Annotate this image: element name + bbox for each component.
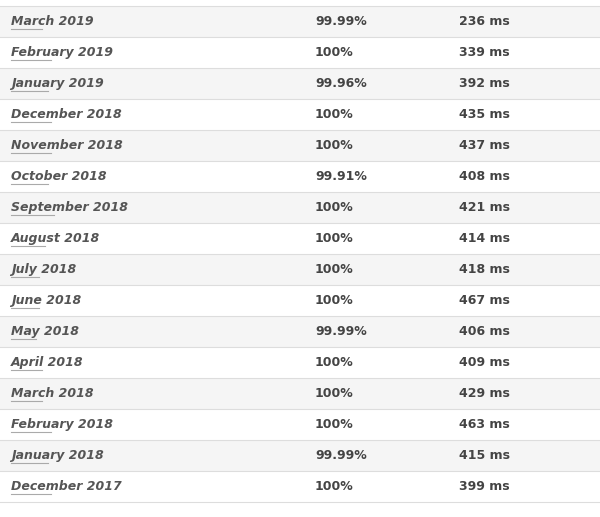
Text: April 2018: April 2018 [11, 356, 83, 369]
Text: 409 ms: 409 ms [459, 356, 510, 369]
Bar [0, 192, 600, 223]
Text: 100%: 100% [315, 201, 354, 214]
Text: 100%: 100% [315, 387, 354, 400]
Text: 418 ms: 418 ms [459, 263, 510, 276]
Text: February 2018: February 2018 [11, 418, 113, 431]
Text: January 2018: January 2018 [11, 449, 104, 462]
Text: 100%: 100% [315, 263, 354, 276]
Bar [0, 440, 600, 471]
Bar [0, 99, 600, 130]
Text: February 2019: February 2019 [11, 46, 113, 59]
Bar [0, 316, 600, 347]
Text: 100%: 100% [315, 108, 354, 121]
Text: 415 ms: 415 ms [459, 449, 510, 462]
Text: 100%: 100% [315, 356, 354, 369]
Text: 99.99%: 99.99% [315, 325, 367, 338]
Text: 100%: 100% [315, 294, 354, 307]
Bar [0, 254, 600, 285]
Text: August 2018: August 2018 [11, 232, 100, 245]
Text: 99.96%: 99.96% [315, 77, 367, 90]
Text: 100%: 100% [315, 232, 354, 245]
Bar [0, 409, 600, 440]
Bar [0, 378, 600, 409]
Bar [0, 161, 600, 192]
Text: March 2019: March 2019 [11, 15, 94, 28]
Text: 339 ms: 339 ms [459, 46, 509, 59]
Text: 408 ms: 408 ms [459, 170, 510, 183]
Text: 100%: 100% [315, 139, 354, 152]
Text: January 2019: January 2019 [11, 77, 104, 90]
Text: 463 ms: 463 ms [459, 418, 510, 431]
Text: 414 ms: 414 ms [459, 232, 510, 245]
Text: 99.99%: 99.99% [315, 449, 367, 462]
Text: June 2018: June 2018 [11, 294, 81, 307]
Bar [0, 6, 600, 37]
Bar [0, 223, 600, 254]
Text: 467 ms: 467 ms [459, 294, 510, 307]
Text: 437 ms: 437 ms [459, 139, 510, 152]
Text: 236 ms: 236 ms [459, 15, 510, 28]
Text: September 2018: September 2018 [11, 201, 128, 214]
Text: December 2018: December 2018 [11, 108, 122, 121]
Bar [0, 347, 600, 378]
Text: 435 ms: 435 ms [459, 108, 510, 121]
Text: 399 ms: 399 ms [459, 480, 509, 493]
Bar [0, 130, 600, 161]
Text: 392 ms: 392 ms [459, 77, 510, 90]
Text: 100%: 100% [315, 480, 354, 493]
Text: 429 ms: 429 ms [459, 387, 510, 400]
Text: May 2018: May 2018 [11, 325, 79, 338]
Text: December 2017: December 2017 [11, 480, 122, 493]
Text: 421 ms: 421 ms [459, 201, 510, 214]
Text: November 2018: November 2018 [11, 139, 122, 152]
Text: July 2018: July 2018 [11, 263, 76, 276]
Text: March 2018: March 2018 [11, 387, 94, 400]
Text: 100%: 100% [315, 418, 354, 431]
Bar [0, 471, 600, 502]
Text: 99.99%: 99.99% [315, 15, 367, 28]
Bar [0, 37, 600, 68]
Text: 99.91%: 99.91% [315, 170, 367, 183]
Text: 406 ms: 406 ms [459, 325, 510, 338]
Text: 100%: 100% [315, 46, 354, 59]
Bar [0, 68, 600, 99]
Text: October 2018: October 2018 [11, 170, 106, 183]
Bar [0, 285, 600, 316]
